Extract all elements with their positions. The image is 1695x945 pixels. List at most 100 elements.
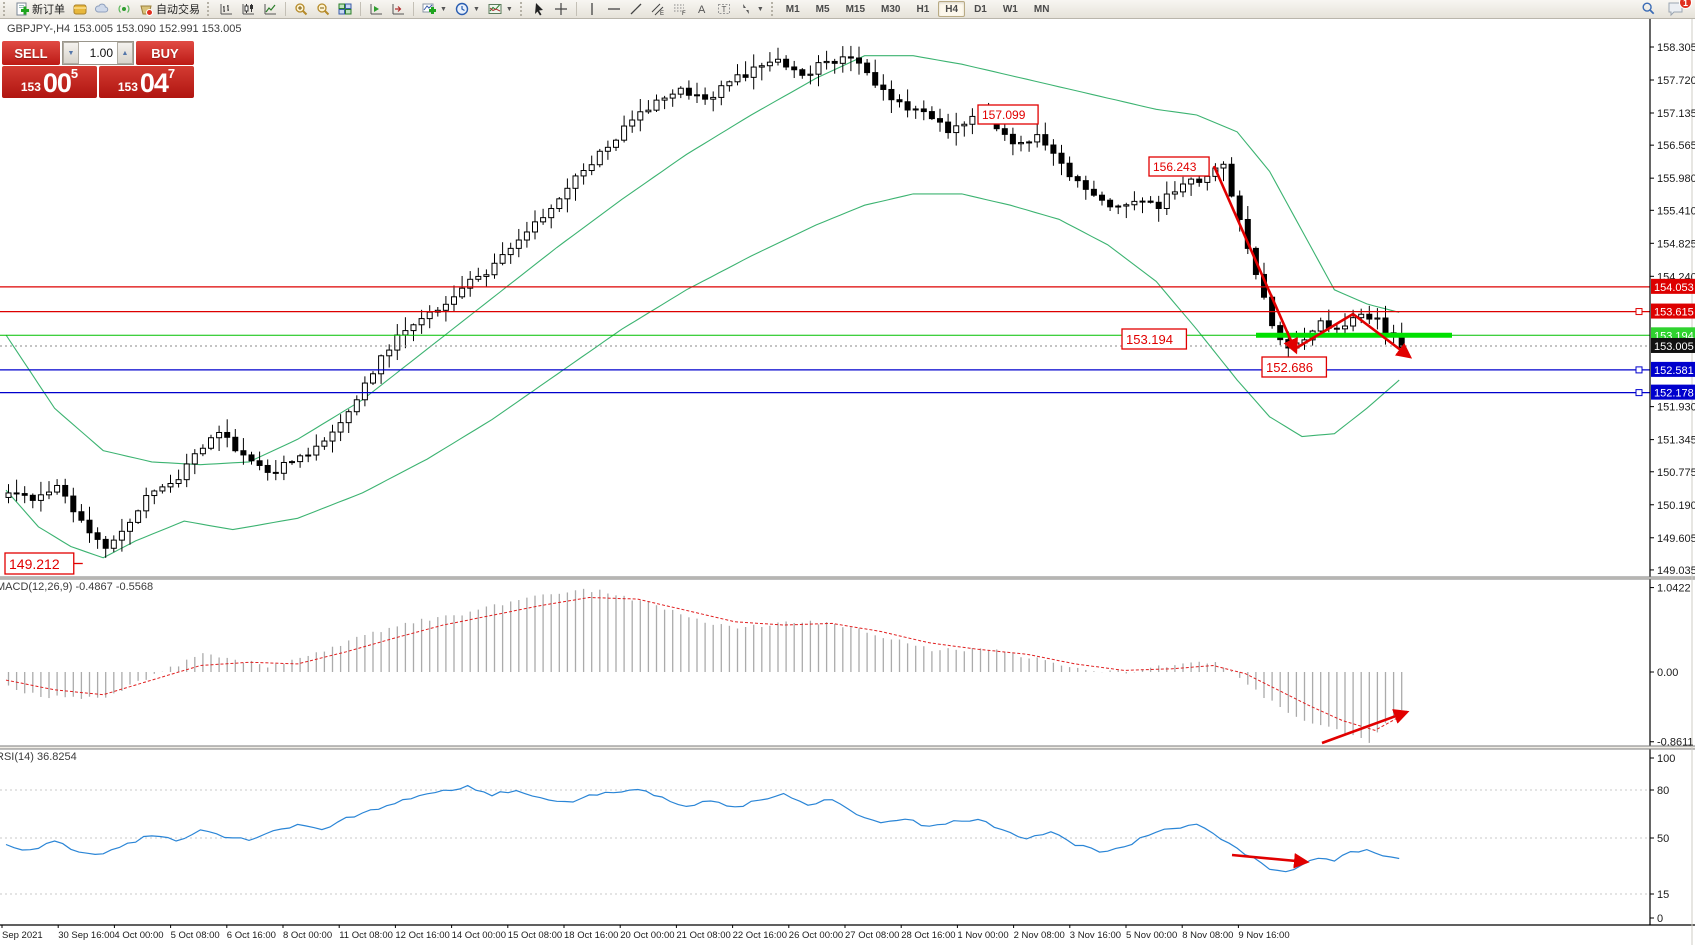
trend-arrow-rsi[interactable] (1231, 853, 1310, 869)
annotation-text: 149.212 (9, 556, 60, 572)
timeframe-button-h4[interactable]: H4 (938, 1, 966, 17)
chart-area[interactable] (0, 20, 1695, 945)
arrows-icon (739, 2, 753, 16)
candle-up (507, 247, 514, 256)
price-tag-152.581[interactable] (1651, 361, 1695, 377)
toolbar-grip[interactable] (519, 2, 525, 16)
svg-text:F: F (682, 11, 686, 16)
volume-increase-button[interactable]: ▲ (117, 42, 133, 64)
buy-button[interactable]: BUY (136, 41, 194, 65)
timeframe-button-m30[interactable]: M30 (881, 4, 901, 15)
candle-up (329, 431, 336, 442)
market-button[interactable] (69, 1, 91, 18)
candle-up (1123, 204, 1130, 207)
trend-arrow-main[interactable] (1352, 312, 1413, 359)
line-handle[interactable] (1635, 389, 1643, 397)
candle-up (1115, 205, 1122, 208)
price-tag-152.178[interactable] (1651, 384, 1695, 400)
dropdown-arrow-icon: ▼ (505, 5, 513, 13)
buy-price-display[interactable]: 153 04 7 (99, 66, 194, 98)
price-axis-label: 149.035 (1657, 565, 1695, 577)
sell-price-display[interactable]: 153 00 5 (2, 66, 97, 98)
signals-button[interactable] (113, 1, 135, 18)
panel-separator[interactable] (0, 746, 1695, 749)
templates-button[interactable]: ▼ (484, 1, 517, 18)
price-tag-153.615[interactable] (1651, 303, 1695, 319)
candle-up (1342, 325, 1348, 330)
rsi-axis-label: 50 (1657, 833, 1669, 845)
annotation-box-157.099[interactable] (977, 104, 1039, 125)
channel-tool[interactable]: E (647, 1, 669, 18)
toolbar-grip[interactable] (770, 2, 776, 16)
candle-down (232, 436, 239, 452)
chart-shift-button[interactable] (387, 1, 409, 18)
crosshair-button[interactable] (550, 1, 572, 18)
time-axis-label: 4 Oct 00:00 (114, 930, 163, 941)
annotation-text: 156.243 (1153, 160, 1197, 174)
trend-arrow-main[interactable] (1212, 165, 1298, 355)
candle-up (1188, 178, 1195, 185)
timeframe-button-mn[interactable]: MN (1033, 4, 1050, 15)
indicators-button[interactable]: ▼ (418, 1, 451, 18)
volume-decrease-button[interactable]: ▼ (63, 42, 79, 64)
search-icon[interactable] (1641, 1, 1657, 17)
fibonacci-tool[interactable]: F (669, 1, 691, 18)
trendline-tool[interactable] (625, 1, 647, 18)
price-tag-154.053[interactable] (1651, 278, 1695, 294)
text-label-tool[interactable]: T (713, 1, 735, 18)
toolbar-grip[interactable] (207, 2, 212, 16)
candle-down (1155, 201, 1162, 209)
annotation-box-153.194[interactable] (1121, 328, 1188, 350)
candle-down (1009, 133, 1016, 145)
bar-chart-button[interactable] (215, 1, 237, 18)
candle-up (726, 81, 733, 87)
volume-input[interactable]: 1.00 (89, 46, 113, 60)
candlestick-chart-button[interactable] (237, 1, 259, 18)
trend-arrow-main[interactable] (1292, 312, 1354, 352)
rsi-line (5, 784, 1400, 873)
candle-down (240, 450, 247, 456)
timeframe-button-d1[interactable]: D1 (974, 4, 987, 15)
timeframe-button-m15[interactable]: M15 (845, 4, 866, 15)
candle-up (378, 355, 385, 375)
macd-axis-label: -0.8611 (1657, 737, 1694, 749)
zoom-out-button[interactable] (312, 1, 334, 18)
auto-trading-button[interactable]: 自动交易 (135, 1, 204, 18)
timeframe-button-h1[interactable]: H1 (916, 4, 930, 15)
new-order-button[interactable]: 新订单 (11, 1, 69, 18)
arrows-tool[interactable]: ▼ (735, 1, 768, 18)
panel-separator[interactable] (0, 577, 1695, 579)
tile-windows-icon (338, 2, 352, 16)
trend-arrow-macd[interactable] (1321, 709, 1410, 745)
auto-scroll-button[interactable] (365, 1, 387, 18)
vertical-line-tool[interactable] (581, 1, 603, 18)
candle-up (345, 411, 352, 424)
cloud-button[interactable] (91, 1, 113, 18)
candle-up (442, 303, 449, 311)
horizontal-line-tool[interactable] (603, 1, 625, 18)
periods-button[interactable]: ▼ (451, 1, 484, 18)
annotation-box-152.686[interactable] (1261, 356, 1328, 378)
text-label-icon: T (717, 2, 731, 16)
text-tool[interactable]: A (691, 1, 713, 18)
line-handle[interactable] (1635, 366, 1643, 374)
candle-up (1018, 142, 1024, 145)
new-order-label: 新订单 (32, 4, 65, 16)
candle-down (248, 454, 255, 462)
candle-up (1163, 193, 1170, 209)
line-handle[interactable] (1635, 308, 1643, 316)
line-chart-button[interactable] (259, 1, 281, 18)
toolbar-grip[interactable] (3, 2, 8, 16)
candle-down (742, 74, 749, 78)
tile-windows-button[interactable] (334, 1, 356, 18)
sell-button[interactable]: SELL (2, 41, 60, 65)
chat-button[interactable]: 1 (1667, 0, 1692, 17)
timeframe-button-w1[interactable]: W1 (1002, 4, 1018, 15)
price-tag-153.005[interactable] (1651, 337, 1695, 353)
cursor-button[interactable] (528, 1, 550, 18)
time-axis-label: 26 Oct 00:00 (789, 930, 843, 941)
annotation-box-156.243[interactable] (1148, 156, 1210, 177)
timeframe-button-m1[interactable]: M1 (785, 4, 800, 15)
zoom-in-button[interactable] (290, 1, 312, 18)
timeframe-button-m5[interactable]: M5 (815, 4, 830, 15)
